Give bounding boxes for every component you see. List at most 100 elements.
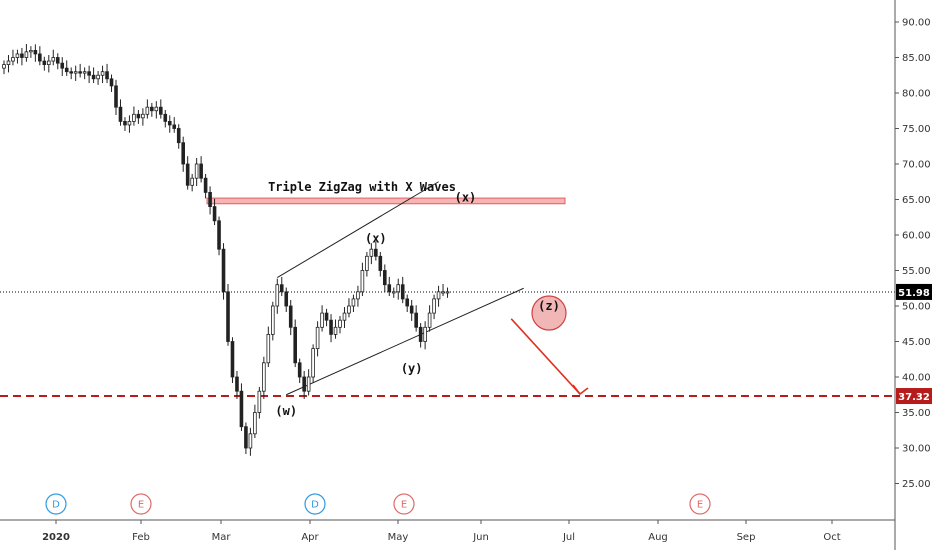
candle-body — [118, 106, 123, 122]
x-tick-label: Apr — [301, 532, 319, 543]
candle-body — [288, 305, 293, 328]
labels-layer: Triple ZigZag with X Waves(x)(x)(w)(y)(z… — [45, 180, 711, 515]
candle-body — [114, 85, 118, 108]
candle-body — [190, 177, 194, 186]
y-tick-label: 60.00 — [902, 231, 931, 242]
support-price-value: 37.32 — [898, 392, 930, 403]
candle-body — [387, 284, 392, 293]
candle-body — [87, 71, 91, 76]
candle-body — [400, 284, 405, 300]
candle-body — [382, 270, 387, 286]
earnings-event-label: E — [401, 500, 407, 511]
y-tick-label: 90.00 — [902, 18, 931, 29]
candle-body — [356, 291, 360, 300]
candle-body — [226, 291, 230, 342]
candle-body — [329, 319, 333, 335]
wave-label: (w) — [275, 404, 297, 418]
candle-body — [378, 255, 383, 271]
channel-top-line — [277, 181, 439, 279]
candle-body — [203, 177, 208, 193]
candle-body — [432, 298, 436, 314]
candle-body — [244, 426, 248, 449]
candles — [2, 44, 450, 456]
y-tick-label: 70.00 — [902, 160, 931, 171]
candle-body — [347, 305, 351, 314]
candle-body — [279, 284, 284, 293]
wave-label: (y) — [401, 361, 423, 375]
candle-body — [266, 333, 271, 364]
candle-body — [275, 284, 280, 307]
channel-bottom-line — [286, 287, 524, 396]
candle-body — [24, 51, 29, 58]
y-tick-label: 35.00 — [902, 408, 931, 419]
candle-body — [73, 71, 78, 74]
candle-body — [333, 326, 338, 335]
candle-body — [158, 106, 163, 115]
candle-body — [315, 326, 320, 349]
candle-body — [324, 312, 329, 321]
x-tick-label: Aug — [648, 532, 668, 543]
candle-body — [239, 390, 244, 428]
candle-body — [248, 433, 253, 449]
y-tick-label: 55.00 — [902, 266, 931, 277]
candle-body — [418, 326, 423, 342]
candle-body — [20, 53, 24, 58]
candle-body — [306, 376, 311, 392]
candle-body — [441, 291, 445, 294]
candle-body — [194, 163, 199, 179]
candle-body — [96, 74, 100, 80]
candle-body — [64, 67, 69, 73]
candle-body — [172, 124, 177, 129]
candle-body — [141, 113, 145, 119]
candle-body — [212, 206, 217, 222]
candle-body — [136, 113, 141, 119]
current-price-tag — [896, 283, 932, 300]
y-tick-label: 25.00 — [902, 479, 931, 490]
candle-body — [365, 255, 369, 271]
dividend-event-label: D — [52, 500, 60, 511]
y-tick-label: 50.00 — [902, 302, 931, 313]
x-tick-label: 2020 — [42, 532, 70, 543]
y-tick-label: 30.00 — [902, 444, 931, 455]
x-tick-label: May — [388, 532, 409, 543]
candle-body — [60, 62, 65, 69]
candle-body — [320, 312, 324, 328]
wave-label: (x) — [365, 232, 387, 246]
candle-body — [391, 291, 396, 294]
candle-body — [51, 57, 56, 62]
y-tick-label: 65.00 — [902, 195, 931, 206]
support-price-tag — [896, 388, 932, 405]
candle-body — [262, 362, 266, 392]
candle-body — [338, 319, 342, 328]
candle-body — [342, 312, 347, 321]
candle-body — [230, 341, 235, 378]
candle-body — [127, 121, 132, 126]
projection-arrow-head — [572, 384, 589, 396]
candle-body — [235, 376, 239, 392]
dividend-event-marker — [45, 493, 67, 515]
candle-body — [42, 60, 47, 65]
candle-body — [297, 362, 302, 378]
candle-body — [185, 163, 190, 186]
candle-body — [208, 191, 212, 207]
candle-body — [78, 71, 82, 74]
candle-body — [150, 106, 154, 112]
earnings-event-marker — [689, 493, 711, 515]
candle-body — [176, 128, 181, 144]
candle-body — [374, 248, 378, 257]
candle-body — [257, 390, 262, 413]
candle-body — [414, 312, 418, 328]
candle-body — [423, 326, 427, 342]
y-tick-label: 45.00 — [902, 337, 931, 348]
candle-body — [55, 57, 60, 64]
candle-body — [33, 50, 38, 55]
earnings-event-marker — [393, 493, 415, 515]
chart-title: Triple ZigZag with X Waves — [268, 180, 456, 194]
candle-body — [123, 121, 127, 126]
candle-body — [145, 106, 150, 115]
candle-body — [217, 220, 221, 250]
candle-body — [405, 298, 409, 307]
x-tick-label: Sep — [737, 532, 756, 543]
projection-arrow-shaft — [510, 318, 581, 395]
